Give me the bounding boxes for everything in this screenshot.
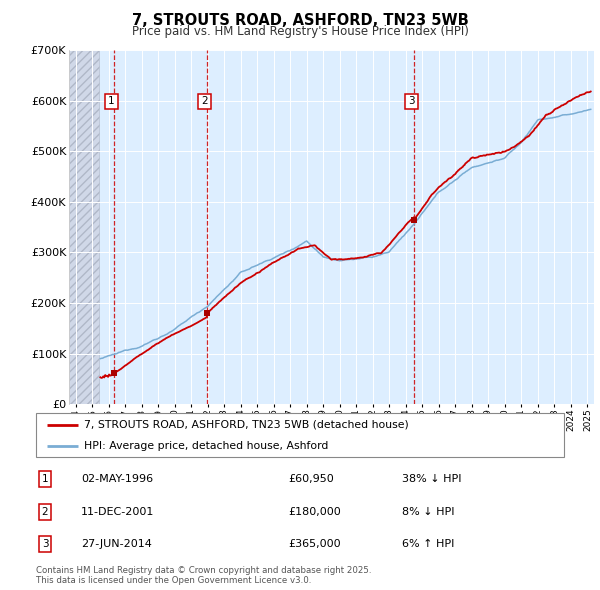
Text: 1: 1 [108, 97, 115, 106]
Text: £365,000: £365,000 [288, 539, 341, 549]
Text: 7, STROUTS ROAD, ASHFORD, TN23 5WB (detached house): 7, STROUTS ROAD, ASHFORD, TN23 5WB (deta… [83, 420, 408, 430]
Text: £60,950: £60,950 [288, 474, 334, 484]
Text: 27-JUN-2014: 27-JUN-2014 [81, 539, 152, 549]
Text: £180,000: £180,000 [288, 507, 341, 517]
Text: 38% ↓ HPI: 38% ↓ HPI [402, 474, 461, 484]
Text: Contains HM Land Registry data © Crown copyright and database right 2025.
This d: Contains HM Land Registry data © Crown c… [36, 566, 371, 585]
Text: 3: 3 [408, 97, 415, 106]
Text: 3: 3 [41, 539, 49, 549]
Text: 02-MAY-1996: 02-MAY-1996 [81, 474, 153, 484]
Text: 2: 2 [201, 97, 208, 106]
Text: 2: 2 [41, 507, 49, 517]
Text: Price paid vs. HM Land Registry's House Price Index (HPI): Price paid vs. HM Land Registry's House … [131, 25, 469, 38]
Text: 1: 1 [41, 474, 49, 484]
Bar [69, 50, 99, 404]
Text: 6% ↑ HPI: 6% ↑ HPI [402, 539, 454, 549]
Text: 11-DEC-2001: 11-DEC-2001 [81, 507, 154, 517]
FancyBboxPatch shape [36, 413, 564, 457]
Text: 8% ↓ HPI: 8% ↓ HPI [402, 507, 455, 517]
Text: HPI: Average price, detached house, Ashford: HPI: Average price, detached house, Ashf… [83, 441, 328, 451]
Text: 7, STROUTS ROAD, ASHFORD, TN23 5WB: 7, STROUTS ROAD, ASHFORD, TN23 5WB [131, 13, 469, 28]
